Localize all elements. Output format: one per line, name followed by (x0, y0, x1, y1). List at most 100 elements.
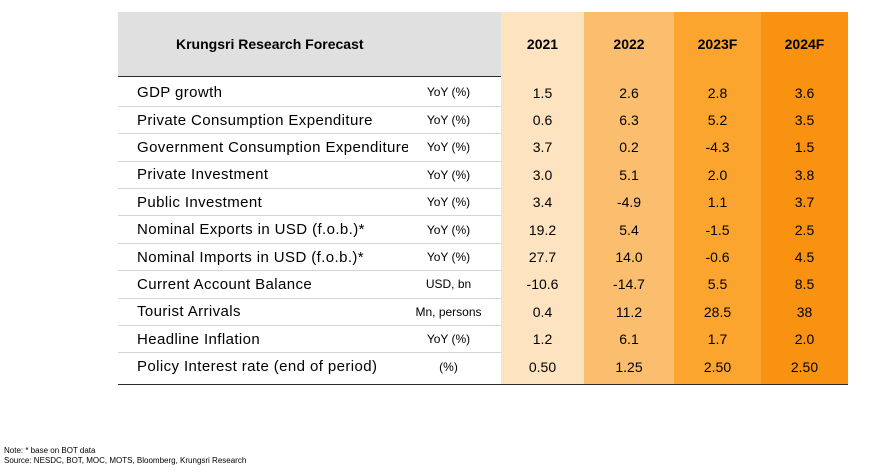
header-year-2022: 2022 (584, 12, 674, 76)
row-label: Private Investment (118, 161, 408, 190)
row-unit: YoY (%) (408, 243, 501, 272)
value-2021: 1.2 (501, 325, 584, 353)
table-body: GDP growth YoY (%) 1.5 2.6 2.8 3.6 Private Con… (118, 75, 848, 385)
bottom-rule-cell (501, 380, 584, 385)
value-2023f: -1.5 (674, 215, 761, 244)
value-2022: 5.1 (584, 161, 674, 189)
bottom-rule-cell (674, 380, 761, 385)
footnote-source: Source: NESDC, BOT, MOC, MOTS, Bloomberg… (4, 456, 247, 465)
forecast-table: Krungsri Research Forecast 2021 2022 202… (118, 12, 848, 385)
value-2024f: 38 (761, 298, 848, 326)
row-unit: Mn, persons (408, 298, 501, 327)
row-unit: YoY (%) (408, 188, 501, 217)
divider-cell (584, 76, 674, 79)
table-header-row: Krungsri Research Forecast 2021 2022 202… (118, 12, 848, 76)
value-2021: 0.6 (501, 106, 584, 134)
bottom-rule-cell (761, 380, 848, 385)
row-label: Policy Interest rate (end of period) (137, 358, 378, 376)
value-2022: 2.6 (584, 79, 674, 107)
table-row: Headline Inflation YoY (%) 1.2 6.1 1.7 2.0 (118, 325, 848, 354)
row-label: Current Account Balance (118, 270, 408, 299)
value-2021: 19.2 (501, 215, 584, 244)
divider-cell (761, 76, 848, 79)
value-2022: -4.9 (584, 188, 674, 216)
row-unit: (%) (439, 359, 458, 374)
value-2021: 3.0 (501, 161, 584, 189)
value-2021: -10.6 (501, 270, 584, 299)
bottom-rule-cell (118, 380, 408, 385)
row-unit: USD, bn (408, 270, 501, 299)
value-2022: 0.2 (584, 133, 674, 162)
table-row: Nominal Imports in USD (f.o.b.)* YoY (%) 2… (118, 243, 848, 272)
footnotes: Note: * base on BOT data Source: NESDC, … (4, 446, 246, 466)
table-bottom-rule (118, 380, 848, 385)
value-2023f: 5.5 (674, 270, 761, 299)
row-label: Headline Inflation (118, 325, 408, 354)
value-2022: 14.0 (584, 243, 674, 271)
row-unit: YoY (%) (408, 106, 501, 135)
table-row: Current Account Balance USD, bn -10.6 -14.7… (118, 270, 848, 299)
value-2022: 6.3 (584, 106, 674, 134)
value-2023f: 1.7 (674, 325, 761, 353)
divider-cell (501, 76, 584, 79)
row-unit: YoY (%) (408, 133, 501, 162)
header-year-2021: 2021 (501, 12, 584, 76)
table-row: Tourist Arrivals Mn, persons 0.4 11.2 28.5 38 (118, 298, 848, 327)
table-row: GDP growth YoY (%) 1.5 2.6 2.8 3.6 (118, 79, 848, 107)
divider-cell (118, 75, 408, 79)
value-2021: 1.5 (501, 79, 584, 107)
bottom-rule-cell (408, 380, 501, 385)
table-row: Public Investment YoY (%) 3.4 -4.9 1.1 3.7 (118, 188, 848, 217)
value-2023f: 28.5 (674, 298, 761, 326)
value-2024f: 4.5 (761, 243, 848, 271)
row-unit: YoY (%) (408, 325, 501, 354)
row-label: Tourist Arrivals (118, 298, 408, 327)
value-2023f: 1.1 (674, 188, 761, 216)
value-2022: 11.2 (584, 298, 674, 326)
value-2024f: 3.8 (761, 161, 848, 189)
value-2022: 5.4 (584, 215, 674, 244)
table-row: Nominal Exports in USD (f.o.b.)* YoY (%) 1… (118, 215, 848, 244)
row-unit: YoY (%) (408, 161, 501, 190)
divider-cell (408, 75, 501, 79)
row-label: GDP growth (118, 79, 408, 107)
value-2022: 1.25 (584, 352, 674, 381)
header-year-2023f: 2023F (674, 12, 761, 76)
bottom-rule-cell (584, 380, 674, 385)
value-2024f: 2.5 (761, 215, 848, 244)
value-2024f: 2.50 (761, 352, 848, 381)
value-2021: 27.7 (501, 243, 584, 271)
header-year-2024f: 2024F (761, 12, 848, 76)
value-2022: 6.1 (584, 325, 674, 353)
value-2021: 3.7 (501, 133, 584, 162)
divider-cell (674, 76, 761, 79)
row-unit: YoY (%) (408, 215, 501, 244)
value-2024f: 2.0 (761, 325, 848, 353)
value-2023f: -0.6 (674, 243, 761, 271)
value-2024f: 1.5 (761, 133, 848, 162)
row-label: Government Consumption Expenditure (118, 133, 408, 162)
value-2023f: 2.8 (674, 79, 761, 107)
value-2023f: 2.50 (674, 352, 761, 381)
value-2021: 0.4 (501, 298, 584, 326)
row-unit: YoY (%) (408, 79, 501, 107)
value-2023f: -4.3 (674, 133, 761, 162)
table-row: Private Consumption Expenditure YoY (%) 0.… (118, 106, 848, 135)
value-2024f: 3.6 (761, 79, 848, 107)
table-title: Krungsri Research Forecast (118, 12, 501, 76)
value-2021: 3.4 (501, 188, 584, 216)
row-label: Nominal Exports in USD (f.o.b.)* (118, 215, 408, 244)
header-divider (118, 75, 848, 79)
value-2024f: 8.5 (761, 270, 848, 299)
value-2024f: 3.7 (761, 188, 848, 216)
value-2021: 0.50 (501, 352, 584, 381)
value-2022: -14.7 (584, 270, 674, 299)
row-label: Nominal Imports in USD (f.o.b.)* (118, 243, 408, 272)
value-2024f: 3.5 (761, 106, 848, 134)
value-2023f: 2.0 (674, 161, 761, 189)
table-row: Private Investment YoY (%) 3.0 5.1 2.0 3.8 (118, 161, 848, 190)
row-label: Public Investment (118, 188, 408, 217)
row-label: Private Consumption Expenditure (118, 106, 408, 135)
table-row: Policy Interest rate (end of period) (%) 0… (118, 352, 848, 381)
table-row: Government Consumption Expenditure YoY (%… (118, 133, 848, 162)
